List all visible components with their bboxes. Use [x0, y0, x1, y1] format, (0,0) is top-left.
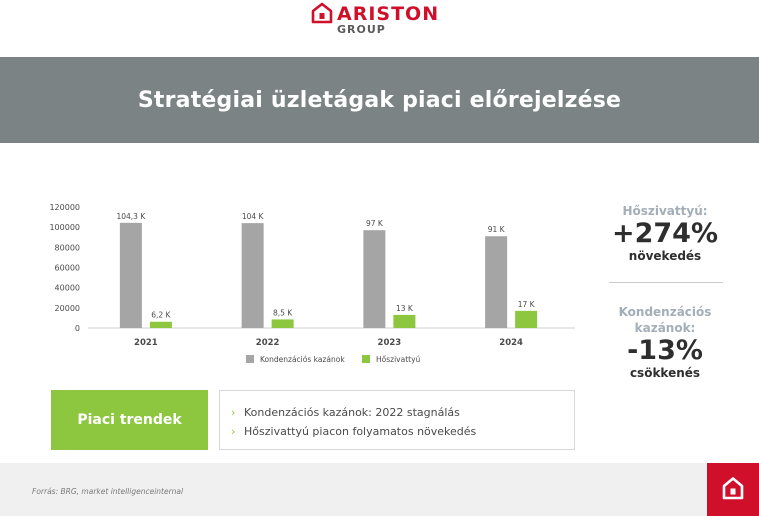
bar-heatpump — [149, 321, 172, 328]
chevron-right-icon: › — [231, 406, 236, 419]
boiler-stat: Kondenzációs kazánok: -13% csökkenés — [604, 304, 726, 381]
x-tick-label: 2022 — [256, 338, 280, 348]
y-tick-label: 0 — [75, 324, 80, 333]
bar-heatpump — [271, 319, 294, 328]
trends-list: › Kondenzációs kazánok: 2022 stagnálás ›… — [219, 390, 575, 450]
legend-swatch — [246, 355, 254, 363]
title-band: Stratégiai üzletágak piaci előrejelzése — [0, 57, 759, 143]
heatpump-stat-sub: növekedés — [628, 249, 702, 263]
trend-item-text: Hőszivattyú piacon folyamatos növekedés — [244, 425, 477, 438]
chevron-right-icon: › — [231, 425, 236, 438]
boiler-stat-label-1: Kondenzációs — [618, 305, 712, 319]
data-label: 6,2 K — [151, 311, 171, 320]
boiler-stat-label-2: kazánok: — [634, 321, 696, 335]
trend-item: › Hőszivattyú piacon folyamatos növekedé… — [231, 422, 574, 441]
page-title: Stratégiai üzletágak piaci előrejelzése — [137, 87, 622, 113]
legend-label: Kondenzációs kazánok — [260, 355, 345, 364]
data-label: 8,5 K — [273, 308, 293, 317]
trends-title: Piaci trendek — [77, 412, 182, 428]
bar-boiler — [241, 223, 264, 328]
y-tick-label: 120000 — [49, 203, 80, 212]
stat-divider — [609, 282, 723, 283]
y-tick-label: 20000 — [55, 304, 80, 313]
data-label: 91 K — [488, 225, 506, 234]
trend-item: › Kondenzációs kazánok: 2022 stagnálás — [231, 403, 574, 422]
footer: Forrás: BRG, market intelligenceinternal — [0, 463, 759, 516]
data-label: 104 K — [242, 212, 265, 221]
boiler-stat-value: -13% — [627, 335, 703, 366]
y-tick-label: 60000 — [55, 264, 80, 273]
heatpump-stat: Hőszivattyú: +274% növekedés — [604, 203, 726, 264]
source-note: Forrás: BRG, market intelligenceinternal — [32, 487, 184, 496]
x-tick-label: 2023 — [378, 338, 402, 348]
bar-boiler — [363, 230, 386, 328]
trends-title-box: Piaci trendek — [51, 390, 208, 450]
heatpump-stat-value: +274% — [611, 218, 719, 249]
y-tick-label: 80000 — [55, 243, 80, 252]
brand-name: ARISTON — [337, 3, 440, 25]
data-label: 97 K — [366, 219, 384, 228]
bar-boiler — [485, 236, 508, 328]
house-logo-icon — [722, 477, 744, 500]
legend-label: Hőszivattyú — [376, 355, 421, 364]
bar-chart: 0 20000 40000 60000 80000 100000 120000 104,3 K… — [49, 203, 575, 364]
header-logo-area: ARISTON GROUP — [0, 0, 759, 57]
bar-heatpump — [393, 314, 416, 328]
x-tick-label: 2024 — [499, 338, 523, 348]
house-logo-icon — [311, 2, 333, 24]
ariston-logo[interactable]: ARISTON GROUP — [311, 2, 451, 36]
y-tick-label: 40000 — [55, 284, 80, 293]
brand-sub: GROUP — [337, 23, 386, 36]
trend-item-text: Kondenzációs kazánok: 2022 stagnálás — [244, 406, 460, 419]
heatpump-stat-label: Hőszivattyú: — [622, 204, 708, 218]
y-tick-label: 100000 — [49, 223, 80, 232]
data-label: 104,3 K — [116, 212, 146, 221]
data-label: 13 K — [396, 304, 414, 313]
bar-boiler — [119, 222, 142, 328]
x-tick-label: 2021 — [134, 338, 158, 348]
data-label: 17 K — [518, 300, 536, 309]
boiler-stat-sub: csökkenés — [629, 366, 701, 380]
footer-logo[interactable] — [707, 463, 759, 516]
bar-heatpump — [515, 310, 538, 328]
legend-swatch — [362, 355, 370, 363]
